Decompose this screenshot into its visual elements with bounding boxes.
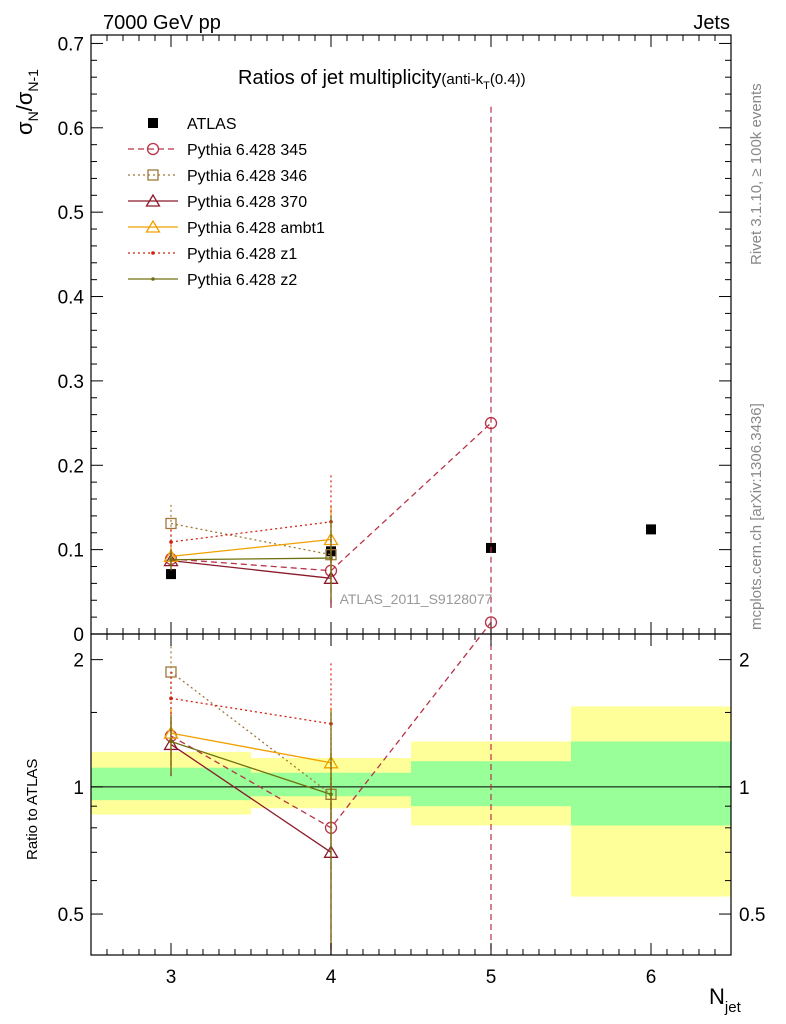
main-panel: 0 0.1 0.2 0.3 0.4 0.5 0.6 0.7	[58, 34, 732, 646]
xlabel-sub: jet	[724, 999, 742, 1016]
main-point-6-0	[169, 557, 173, 562]
legend-marker-0	[148, 118, 158, 128]
legend-marker-6	[151, 277, 155, 281]
ratio-ytick-label-right-0: 0.5	[739, 905, 765, 926]
main-ytick-label-4: 0.4	[58, 288, 85, 309]
legend-marker-1	[146, 142, 160, 156]
legend-label-3: Pythia 6.428 370	[187, 194, 307, 211]
legend-label-5: Pythia 6.428 z1	[187, 246, 297, 263]
legend-label-6: Pythia 6.428 z2	[187, 272, 297, 289]
ratio-series-line-3	[170, 732, 332, 764]
header-right: Jets	[693, 12, 730, 34]
analysis-watermark: ATLAS_2011_S9128077	[340, 591, 493, 607]
legend-label-2: Pythia 6.428 346	[187, 168, 307, 185]
xtick-label-3: 6	[646, 967, 657, 988]
xtick-label-2: 5	[486, 967, 497, 988]
main-ytick-label-6: 0.6	[58, 119, 84, 140]
main-point-1-2	[484, 416, 498, 430]
title-tail: (0.4))	[490, 71, 526, 88]
legend-marker-4	[145, 219, 161, 233]
ratio-series-line-4	[170, 697, 332, 725]
main-y-axis-label: σN/σN-1	[12, 69, 41, 135]
green-band-3	[571, 741, 731, 826]
main-series-line-4	[170, 538, 332, 558]
title-suffix: (anti-k	[441, 71, 483, 88]
legend-marker-3	[145, 193, 161, 207]
xtick-label-0: 3	[166, 967, 177, 988]
main-ytick-label-3: 0.3	[58, 372, 84, 393]
ratio-series-line-1	[170, 671, 332, 795]
main-point-5-0	[169, 540, 173, 544]
ratio-ytick-label-right-2: 2	[739, 651, 750, 672]
header-left: 7000 GeV pp	[103, 12, 221, 34]
ratio-panel: 3 4 5 6 0.5 0.5 1 1 2 2	[58, 616, 765, 988]
legend-marker-5	[151, 251, 155, 255]
main-series-line-6	[170, 557, 332, 561]
ratio-ytick-label-1: 1	[73, 778, 84, 799]
main-ytick-label-1: 0.1	[58, 541, 84, 562]
ylabel-sub-n: N	[25, 111, 41, 121]
ratio-point-5-0	[169, 739, 173, 744]
legend-label-4: Pythia 6.428 ambt1	[187, 220, 325, 237]
xlabel-n: N	[709, 984, 725, 1009]
legend: ATLAS Pythia 6.428 345 Pythia 6.428 346 Pyt…	[128, 116, 325, 289]
mcplots-text: mcplots.cern.ch [arXiv:1306.3436]	[748, 403, 765, 630]
ratio-point-0-2	[484, 616, 498, 629]
main-point-0-3	[646, 524, 656, 535]
main-title: Ratios of jet multiplicity(anti-kT(0.4))	[238, 67, 526, 92]
ratio-ytick-label-0: 0.5	[58, 905, 84, 926]
main-ytick-label-2: 0.2	[58, 456, 84, 477]
legend-marker-2	[147, 169, 159, 181]
ratio-uncertainty-bands	[91, 706, 731, 897]
main-point-0-0	[166, 569, 176, 580]
x-axis-label: Njet	[709, 984, 742, 1016]
ratio-y-axis-label: Ratio to ATLAS	[24, 759, 41, 860]
ratio-series-line-2	[170, 743, 332, 853]
ylabel-sub-n1: N-1	[25, 69, 41, 92]
title-main: Ratios of jet multiplicity	[238, 67, 441, 89]
legend-label-0: ATLAS	[187, 116, 237, 133]
main-ytick-label-0: 0	[73, 625, 84, 646]
main-series-line-2	[170, 522, 332, 556]
title-sub: T	[483, 80, 490, 92]
ylabel-sigma: σ	[12, 121, 37, 135]
main-point-6-1	[329, 556, 333, 560]
legend-label-1: Pythia 6.428 345	[187, 142, 307, 159]
ratio-point-5-1	[329, 792, 333, 797]
xtick-label-1: 4	[326, 967, 337, 988]
main-series-line-3	[170, 559, 332, 579]
main-ytick-label-7: 0.7	[58, 34, 84, 55]
main-point-2-0	[165, 517, 177, 530]
ratio-ytick-label-2: 2	[73, 651, 84, 672]
main-series-line-5	[170, 521, 332, 543]
ratio-series-line-5	[170, 740, 332, 795]
main-ytick-label-5: 0.5	[58, 203, 84, 224]
ratio-point-4-0	[169, 696, 173, 701]
ylabel-mid: /σ	[12, 91, 37, 111]
rivet-version-text: Rivet 3.1.10, ≥ 100k events	[748, 83, 765, 265]
ratio-ytick-label-right-1: 1	[739, 778, 750, 799]
